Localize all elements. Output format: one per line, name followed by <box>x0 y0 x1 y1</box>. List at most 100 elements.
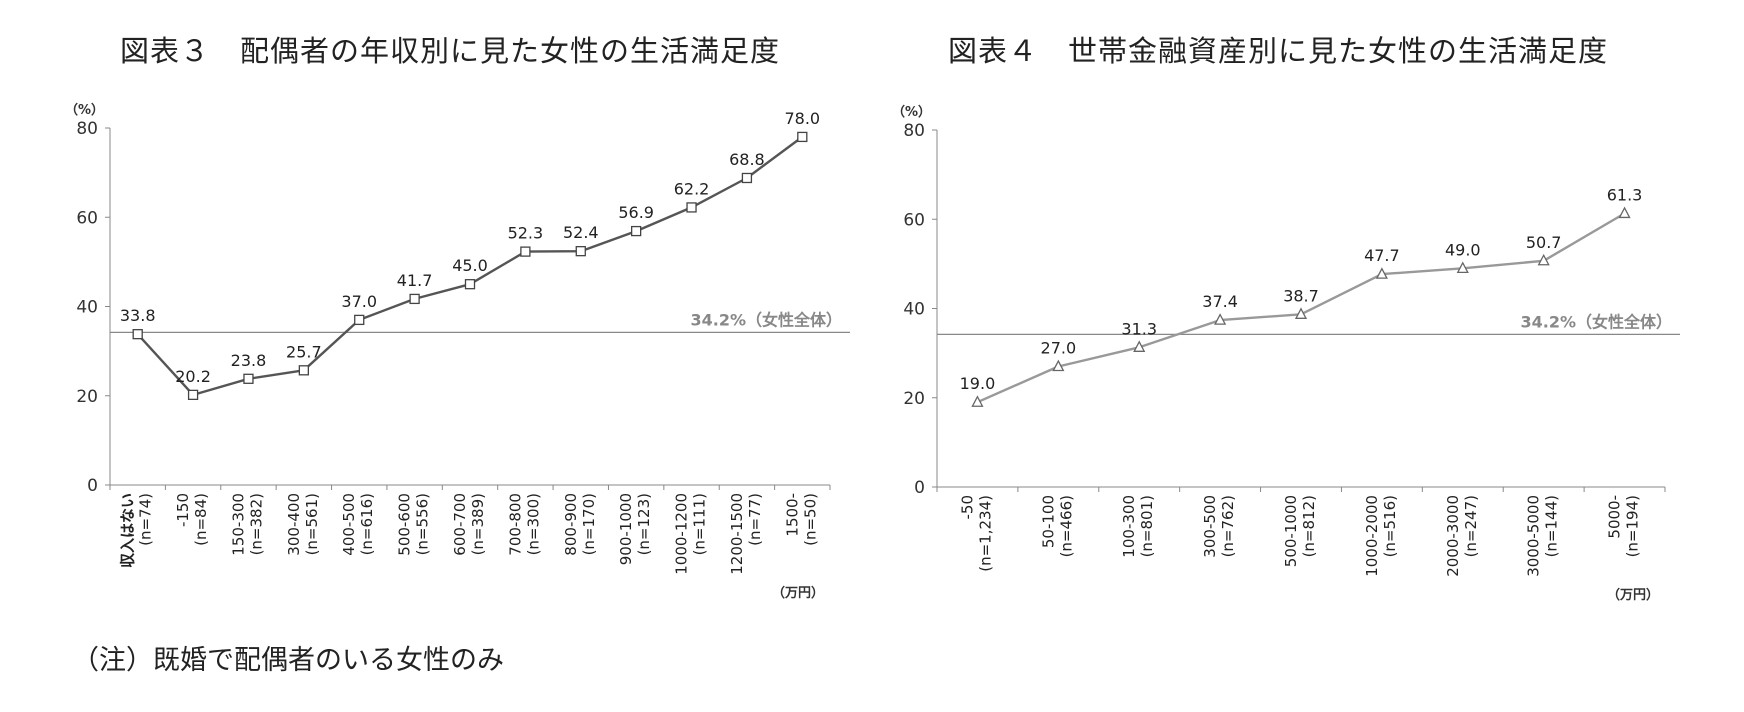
data-label: 33.8 <box>120 306 156 325</box>
data-label: 41.7 <box>397 271 433 290</box>
data-label: 20.2 <box>175 367 211 386</box>
data-point-triangle <box>1294 307 1308 319</box>
data-point-square <box>409 293 420 305</box>
x-category-label: -150 <box>174 493 192 527</box>
data-label: 62.2 <box>674 179 710 198</box>
x-category-count: (n=77) <box>746 493 764 546</box>
data-point-triangle <box>1052 359 1065 372</box>
x-category-label: 5000- <box>1606 495 1624 539</box>
x-category-count: (n=516) <box>1381 495 1399 557</box>
data-point-square <box>631 225 642 237</box>
y-tick-label-20: 20 <box>903 389 925 409</box>
data-point-square <box>354 314 365 326</box>
data-label: 52.3 <box>508 224 544 243</box>
x-category-label: 収入はない <box>119 493 137 568</box>
x-category-label: 1200-1500 <box>728 493 746 575</box>
y-tick-label-0: 0 <box>914 478 925 498</box>
x-category-count: (n=194) <box>1624 495 1642 557</box>
x-category-label: 150-300 <box>229 493 247 556</box>
data-label: 25.7 <box>286 342 322 361</box>
x-category-label: 600-700 <box>451 493 469 556</box>
data-label: 38.7 <box>1283 286 1319 305</box>
data-point-square <box>520 246 531 257</box>
footnote: （注）既婚で配偶者のいる女性のみ <box>72 645 504 676</box>
chart-title-right: 図表４ 世帯金融資産別に見た女性の生活満足度 <box>948 34 1609 68</box>
x-category-count: (n=247) <box>1462 495 1480 557</box>
x-category-count: (n=1,234) <box>976 495 994 572</box>
data-label: 45.0 <box>452 256 488 275</box>
data-label: 68.8 <box>729 150 765 169</box>
x-category-label: -50 <box>958 495 976 520</box>
data-label: 52.4 <box>563 223 599 242</box>
x-category-label: 100-300 <box>1120 495 1138 558</box>
data-point-square <box>464 279 476 290</box>
reference-label: 34.2%（女性全体） <box>690 310 842 329</box>
x-category-count: (n=561) <box>303 493 321 555</box>
data-label: 23.8 <box>231 351 267 370</box>
x-category-label: 50-100 <box>1039 495 1057 548</box>
x-category-count: (n=466) <box>1057 495 1075 557</box>
data-label: 49.0 <box>1445 240 1481 259</box>
data-label: 50.7 <box>1526 233 1562 252</box>
x-category-label: 1500- <box>783 493 801 537</box>
y-tick-label-60: 60 <box>76 208 98 228</box>
data-label: 31.3 <box>1121 319 1157 338</box>
data-point-triangle <box>1618 206 1631 219</box>
x-category-label: 2000-3000 <box>1444 495 1462 577</box>
x-category-count: (n=123) <box>635 493 653 555</box>
x-category-label: 700-800 <box>506 493 524 556</box>
x-category-count: (n=382) <box>247 493 265 555</box>
data-point-square <box>575 246 586 257</box>
data-point-triangle <box>971 395 984 407</box>
x-category-count: (n=812) <box>1300 495 1318 557</box>
x-category-count: (n=74) <box>137 493 155 546</box>
y-tick-label-40: 40 <box>903 300 925 320</box>
reference-label: 34.2%（女性全体） <box>1520 312 1672 331</box>
x-category-label: 300-500 <box>1201 495 1219 558</box>
x-category-count: (n=762) <box>1219 495 1237 557</box>
x-category-count: (n=170) <box>580 493 598 555</box>
x-category-label: 800-900 <box>562 493 580 556</box>
y-tick-label-40: 40 <box>76 298 98 318</box>
x-category-label: 300-400 <box>285 493 303 556</box>
x-category-count: (n=84) <box>192 493 210 546</box>
y-tick-label-20: 20 <box>76 387 98 407</box>
data-point-square <box>797 131 808 143</box>
chart-spouse-income: 0 20 40 60 80（%） 収入はない (n=74) -150 (n=84) 150-300… <box>65 102 850 601</box>
data-label: 19.0 <box>960 374 996 393</box>
x-category-label: 1000-2000 <box>1363 495 1381 577</box>
data-label: 56.9 <box>618 203 654 222</box>
x-category-count: (n=50) <box>801 493 819 546</box>
x-category-count: (n=389) <box>469 493 487 555</box>
chart-household-assets: 0 20 40 60 80（%） -50 (n=1,234) 50-100 (n=466) 100… <box>892 104 1680 603</box>
data-point-square <box>298 365 309 376</box>
x-category-label: 900-1000 <box>617 493 635 565</box>
data-label: 37.0 <box>341 292 377 311</box>
y-axis-unit: （%） <box>892 104 931 120</box>
data-point-triangle <box>1133 340 1146 352</box>
data-point-square <box>243 373 254 384</box>
y-tick-label-80: 80 <box>903 121 925 141</box>
x-category-count: (n=801) <box>1138 495 1156 557</box>
x-category-count: (n=111) <box>691 493 709 555</box>
y-tick-label-60: 60 <box>903 210 925 230</box>
x-category-label: 1000-1200 <box>673 493 691 575</box>
x-category-label: 500-1000 <box>1282 495 1300 567</box>
data-label: 47.7 <box>1364 246 1400 265</box>
data-point-square <box>187 389 199 401</box>
x-axis-unit: （万円） <box>1607 587 1659 603</box>
x-category-count: (n=556) <box>414 493 432 555</box>
data-point-square <box>686 202 697 213</box>
data-point-square <box>132 329 143 340</box>
x-category-label: 400-500 <box>340 493 358 556</box>
y-tick-label-80: 80 <box>76 119 98 139</box>
chart-title-left: 図表３ 配偶者の年収別に見た女性の生活満足度 <box>120 34 781 68</box>
data-point-triangle <box>1456 261 1469 273</box>
data-label: 78.0 <box>784 109 820 128</box>
x-axis-unit: （万円） <box>772 585 824 601</box>
x-category-count: (n=144) <box>1543 495 1561 557</box>
y-axis-unit: （%） <box>65 102 104 118</box>
data-point-square <box>741 172 753 184</box>
y-tick-label-0: 0 <box>87 476 98 496</box>
data-label: 61.3 <box>1607 185 1643 204</box>
